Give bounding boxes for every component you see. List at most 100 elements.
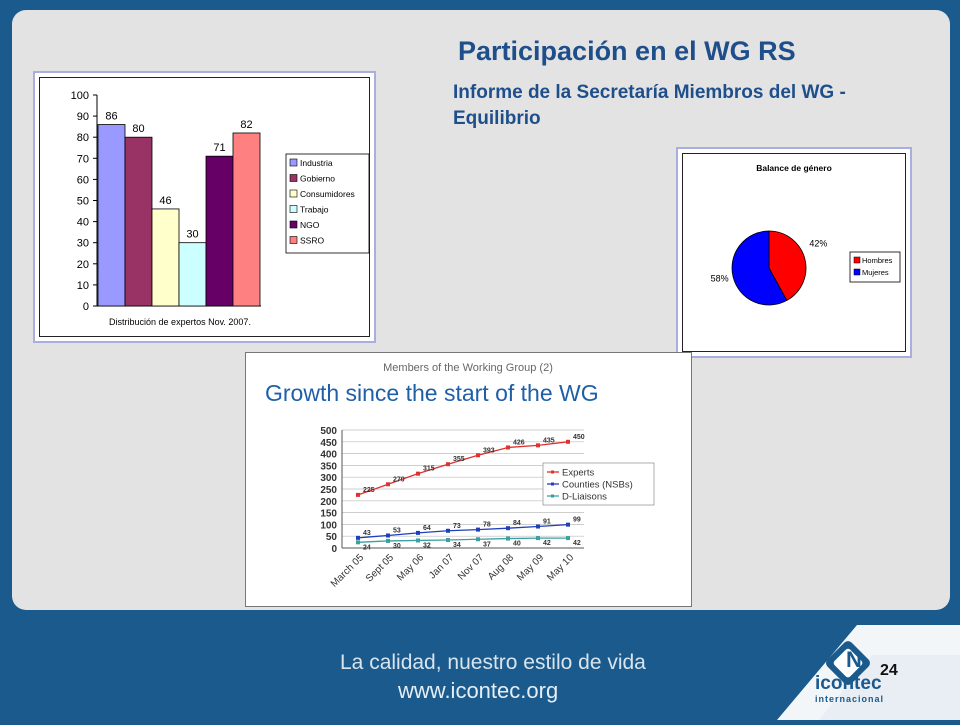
bar-data-label: 30	[186, 229, 198, 241]
bar-y-tick-label: 40	[77, 217, 89, 229]
line-data-label: 78	[483, 522, 491, 529]
logo-graphic: N icontec internacional	[777, 625, 960, 720]
logo-subtext: internacional	[815, 694, 884, 704]
line-data-label: 40	[513, 541, 521, 548]
line-legend-marker	[551, 470, 554, 474]
line-point	[356, 492, 360, 497]
line-point	[446, 528, 450, 533]
line-title: Growth since the start of the WG	[265, 380, 599, 406]
line-x-tick-label: May 09	[515, 552, 546, 583]
line-chart-frame: Members of the Working Group (2) Growth s…	[245, 352, 692, 607]
bar-y-tick-label: 0	[83, 301, 89, 313]
line-data-label: 42	[573, 540, 581, 547]
line-data-label: 435	[543, 437, 555, 444]
line-y-tick-label: 50	[326, 532, 338, 543]
line-data-label: 37	[483, 541, 491, 548]
line-x-tick-label: March 05	[329, 552, 367, 590]
bar-y-tick-label: 90	[77, 111, 89, 123]
bar-legend-label: NGO	[300, 220, 320, 230]
bar-legend-label: Gobierno	[300, 174, 335, 184]
line-supertitle: Members of the Working Group (2)	[383, 362, 553, 374]
line-data-label: 315	[423, 466, 435, 473]
bar-y-tick-label: 100	[71, 90, 89, 102]
line-y-tick-label: 150	[320, 509, 337, 520]
line-data-label: 64	[423, 525, 431, 532]
line-data-label: 393	[483, 447, 495, 454]
pie-title: Balance de género	[756, 163, 832, 173]
bar-ngo	[205, 155, 234, 307]
page-number: 24	[880, 662, 898, 679]
bar-y-tick-label: 20	[77, 259, 89, 271]
bar-consumidores	[151, 208, 180, 307]
line-x-tick-label: Aug 08	[486, 552, 516, 582]
line-point	[386, 538, 390, 543]
bar-x-label: Distribución de expertos Nov. 2007.	[109, 317, 251, 327]
line-data-label: 73	[453, 523, 461, 530]
pie-legend-swatch	[853, 256, 861, 264]
pie-chart-border	[682, 153, 906, 352]
pie-legend-swatch	[853, 268, 861, 276]
line-point	[356, 540, 360, 545]
line-point	[476, 537, 480, 542]
line-point	[446, 537, 450, 542]
line-x-tick-label: Jan 07	[427, 552, 456, 581]
line-point	[566, 439, 570, 444]
bar-trabajo	[178, 242, 207, 307]
line-data-label: 91	[543, 519, 551, 526]
line-x-tick-label: Nov 07	[456, 552, 486, 582]
bar-y-tick-label: 30	[77, 238, 89, 250]
line-data-label: 270	[393, 476, 405, 483]
line-x-tick-label: Sept 05	[364, 552, 396, 584]
bar-y-tick-label: 60	[77, 174, 89, 186]
line-point	[446, 462, 450, 467]
slide-subtitle: Informe de la Secretaría Miembros del WG…	[453, 82, 846, 129]
line-data-label: 53	[393, 527, 401, 534]
line-point	[566, 522, 570, 527]
bar-legend-swatch	[289, 189, 298, 198]
footer-tagline: La calidad, nuestro estilo de vida	[340, 651, 646, 674]
footer-url[interactable]: www.icontec.org	[398, 678, 559, 703]
line-data-label: 30	[393, 543, 401, 550]
logo-n: N	[846, 647, 862, 672]
pie-legend-label: Mujeres	[862, 268, 889, 277]
line-data-label: 24	[363, 544, 371, 551]
bar-gobierno	[124, 136, 153, 307]
pie-slice-hombres	[768, 230, 807, 301]
line-point	[386, 533, 390, 538]
bar-y-tick-label: 70	[77, 153, 89, 165]
icontec-logo: N icontec internacional	[757, 603, 960, 720]
bar-legend	[285, 153, 370, 254]
line-x-tick-label: May 06	[395, 552, 426, 583]
logo-swoosh-inner	[819, 655, 960, 720]
line-legend-marker	[551, 482, 554, 486]
line-data-label: 32	[423, 542, 431, 549]
line-series-1	[357, 523, 569, 539]
line-x-tick-label: May 10	[545, 552, 576, 583]
line-series-0	[357, 441, 569, 496]
bar-legend-label: SSRO	[300, 236, 324, 246]
line-legend-label: D-Liaisons	[562, 492, 607, 503]
line-y-tick-label: 0	[331, 544, 337, 555]
line-y-tick-label: 450	[320, 438, 337, 449]
line-point	[506, 526, 510, 531]
line-y-tick-label: 400	[320, 450, 337, 461]
line-series-2	[357, 537, 568, 543]
bar-data-label: 82	[240, 119, 252, 131]
line-data-label: 34	[453, 542, 461, 549]
line-y-tick-label: 250	[320, 485, 337, 496]
line-y-tick-label: 350	[320, 461, 337, 472]
line-point	[506, 445, 510, 450]
bar-data-label: 80	[132, 123, 144, 135]
bar-data-label: 86	[105, 111, 117, 123]
line-point	[536, 536, 540, 541]
line-legend-label: Counties (NSBs)	[562, 480, 633, 491]
line-point	[356, 535, 360, 540]
slide-title: Participación en el WG RS	[458, 36, 796, 66]
line-chart: Members of the Working Group (2) Growth s…	[265, 362, 655, 590]
bar-data-label: 71	[213, 142, 225, 154]
pie-legend-label: Hombres	[862, 256, 893, 265]
pie-slice-mujeres	[731, 230, 788, 306]
logo-text: icontec	[815, 673, 882, 694]
line-point	[416, 530, 420, 535]
bar-legend-label: Trabajo	[300, 205, 329, 215]
